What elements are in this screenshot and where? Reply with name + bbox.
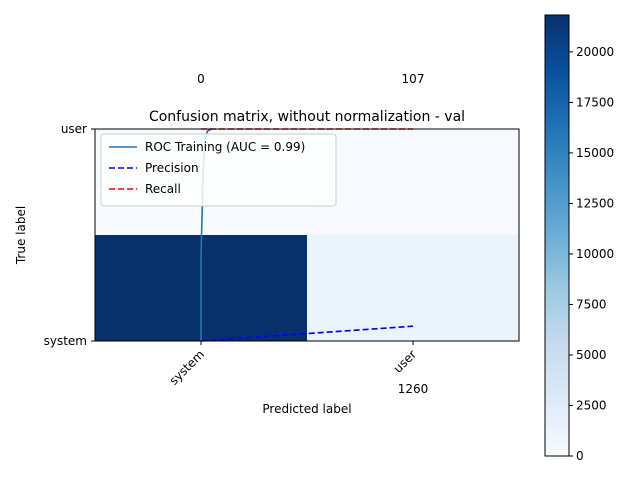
colorbar-tick-label: 2500 bbox=[576, 398, 607, 412]
colorbar-tick-label: 12500 bbox=[576, 196, 614, 210]
plot-frame bbox=[94, 128, 520, 342]
legend-box bbox=[100, 133, 337, 207]
colorbar-tick-label: 5000 bbox=[576, 348, 607, 362]
heatmap-cell bbox=[307, 235, 520, 342]
legend-entry: Precision bbox=[145, 161, 199, 175]
x-tick-label: user bbox=[391, 347, 419, 375]
colorbar-tick-label: 0 bbox=[576, 449, 584, 463]
y-axis-ticks: user system bbox=[44, 122, 95, 348]
chart-title: Confusion matrix, without normalization … bbox=[149, 109, 465, 125]
x-axis-label: Predicted label bbox=[262, 402, 351, 416]
colorbar-tick-label: 17500 bbox=[576, 95, 614, 109]
cell-value-label: 0 bbox=[197, 72, 205, 86]
x-axis-ticks: system user bbox=[167, 341, 419, 388]
heatmap-cell bbox=[307, 129, 520, 236]
legend: ROC Training (AUC = 0.99) Precision Recall bbox=[100, 133, 337, 207]
cell-value-label: 1260 bbox=[398, 382, 429, 396]
y-axis-label: True label bbox=[14, 206, 28, 265]
y-tick-label: system bbox=[44, 334, 87, 348]
colorbar-tick-label: 10000 bbox=[576, 247, 614, 261]
legend-entry: Recall bbox=[145, 182, 181, 196]
cell-value-label: 107 bbox=[402, 72, 425, 86]
colorbar-tick-label: 15000 bbox=[576, 146, 614, 160]
y-tick-label: user bbox=[61, 122, 87, 136]
colorbar-tick-label: 7500 bbox=[576, 297, 607, 311]
colorbar: 0 2500 5000 7500 10000 12500 15000 17500 20000 bbox=[544, 14, 614, 463]
cell-value-label: 21825 bbox=[182, 382, 220, 396]
colorbar-tick-label: 20000 bbox=[576, 45, 614, 59]
legend-entry: ROC Training (AUC = 0.99) bbox=[145, 140, 305, 154]
cell-value-labels: 0 107 21825 1260 bbox=[182, 72, 428, 396]
colorbar-gradient bbox=[544, 14, 570, 457]
